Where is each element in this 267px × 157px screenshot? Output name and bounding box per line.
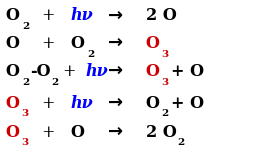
Text: 2: 2: [87, 49, 94, 59]
Text: →: →: [108, 62, 123, 80]
Text: 2: 2: [178, 138, 185, 147]
Text: 2 O: 2 O: [146, 124, 176, 141]
Text: 3: 3: [162, 78, 169, 87]
Text: +: +: [41, 35, 55, 52]
Text: + O: + O: [171, 95, 204, 111]
Text: 2: 2: [22, 78, 29, 87]
Text: 2 O: 2 O: [146, 7, 176, 24]
Text: O: O: [5, 35, 19, 52]
Text: +: +: [41, 7, 55, 24]
Text: 3: 3: [162, 49, 169, 59]
Text: O: O: [146, 35, 159, 52]
Text: hν: hν: [85, 63, 108, 80]
Text: O: O: [5, 124, 19, 141]
Text: + O: + O: [171, 63, 204, 80]
Text: O: O: [5, 63, 19, 80]
Text: hν: hν: [71, 7, 93, 24]
Text: +: +: [41, 95, 55, 111]
Text: →: →: [108, 123, 123, 141]
Text: →: →: [108, 6, 123, 24]
Text: hν: hν: [71, 95, 93, 111]
Text: O: O: [146, 95, 159, 111]
Text: +: +: [63, 63, 76, 80]
Text: +: +: [41, 124, 55, 141]
Text: →: →: [108, 94, 123, 111]
Text: O: O: [5, 7, 19, 24]
Text: 2: 2: [162, 109, 169, 118]
Text: O: O: [146, 63, 159, 80]
Text: O: O: [71, 35, 85, 52]
Text: O: O: [71, 124, 85, 141]
Text: →: →: [108, 34, 123, 52]
Text: 2: 2: [51, 78, 58, 87]
Text: 3: 3: [21, 109, 29, 118]
Text: 3: 3: [21, 138, 29, 147]
Text: O: O: [5, 95, 19, 111]
Text: 2: 2: [22, 22, 29, 31]
Text: -O: -O: [30, 63, 50, 80]
